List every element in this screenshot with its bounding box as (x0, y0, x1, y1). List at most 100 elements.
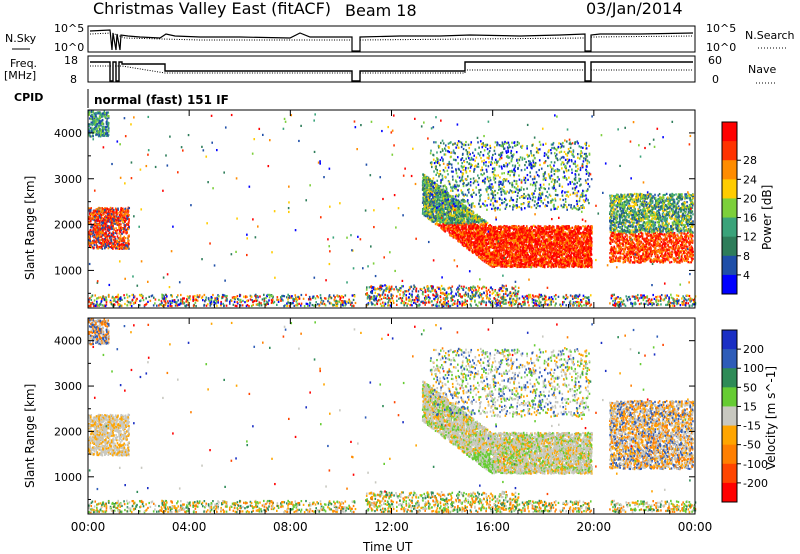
echo-cell (531, 250, 533, 252)
echo-cell (482, 233, 484, 235)
echo-cell (492, 246, 494, 248)
echo-cell (559, 256, 561, 258)
echo-cell (424, 187, 426, 189)
echo-cell (557, 235, 559, 237)
echo-cell (555, 259, 557, 261)
echo-cell (587, 242, 589, 244)
echo-cell (425, 193, 427, 195)
echo-cell (443, 217, 445, 219)
echo-cell (519, 231, 521, 233)
echo-cell (568, 229, 570, 231)
echo-cell (585, 236, 587, 238)
echo-cell (523, 236, 525, 238)
echo-cell (458, 222, 460, 224)
echo-cell (533, 259, 535, 261)
echo-cell (490, 229, 492, 231)
echo-cell (462, 243, 464, 245)
echo-cell (549, 245, 551, 247)
echo-cell (570, 228, 572, 230)
echo-cell (458, 208, 460, 210)
echo-cell (579, 253, 581, 255)
echo-cell (454, 232, 456, 234)
echo-cell (423, 174, 425, 176)
echo-cell (425, 177, 427, 179)
echo-cell (582, 250, 584, 252)
echo-cell (588, 233, 590, 235)
echo-cell (481, 223, 483, 225)
echo-cell (571, 265, 573, 267)
echo-cell (500, 239, 502, 241)
echo-cell (549, 261, 551, 263)
echo-cell (569, 251, 571, 253)
echo-cell (561, 266, 563, 268)
cpid-label: CPID (14, 91, 43, 104)
echo-cell (546, 261, 548, 263)
echo-cell (474, 234, 476, 236)
echo-cell (466, 231, 468, 233)
echo-cell (537, 263, 539, 265)
echo-cell (574, 253, 576, 255)
echo-cell (568, 240, 570, 242)
echo-cell (563, 253, 565, 255)
echo-cell (473, 241, 475, 243)
echo-cell (495, 246, 497, 248)
echo-cell (561, 246, 563, 248)
cpid-mode: normal (fast) 151 IF (94, 93, 229, 107)
echo-cell (444, 230, 446, 232)
echo-cell (569, 237, 571, 239)
echo-cell (509, 262, 511, 264)
echo-cell (536, 229, 538, 231)
echo-cell (439, 196, 441, 198)
echo-cell (477, 246, 479, 248)
echo-cell (470, 225, 472, 227)
echo-cell (542, 242, 544, 244)
echo-cell (540, 233, 542, 235)
echo-cell (582, 231, 584, 233)
echo-cell (588, 240, 590, 242)
echo-cell (472, 217, 474, 219)
echo-cell (511, 227, 513, 229)
echo-cell (506, 237, 508, 239)
echo-cell (454, 219, 456, 221)
echo-cell (504, 263, 506, 265)
echo-cell (583, 236, 585, 238)
echo-cell (486, 253, 488, 255)
echo-cell (482, 250, 484, 252)
echo-cell (565, 253, 567, 255)
echo-cell (573, 255, 575, 257)
echo-cell (580, 256, 582, 258)
echo-cell (474, 231, 476, 233)
echo-cell (512, 248, 514, 250)
echo-cell (425, 180, 427, 182)
echo-cell (535, 253, 537, 255)
echo-cell (463, 244, 465, 246)
echo-cell (549, 265, 551, 267)
echo-cell (543, 240, 545, 242)
echo-cell (548, 228, 550, 230)
echo-cell (536, 227, 538, 229)
echo-cell (487, 250, 489, 252)
echo-cell (549, 235, 551, 237)
echo-cell (561, 254, 563, 256)
echo-cell (578, 256, 580, 258)
echo-cell (431, 205, 433, 207)
echo-cell (512, 235, 514, 237)
echo-cell (556, 244, 558, 246)
echo-cell (560, 258, 562, 260)
echo-cell (496, 257, 498, 259)
echo-cell (556, 233, 558, 235)
echo-cell (470, 219, 472, 221)
echo-cell (565, 255, 567, 257)
echo-cell (510, 242, 512, 244)
echo-cell (501, 235, 503, 237)
echo-cell (500, 254, 502, 256)
echo-cell (547, 242, 549, 244)
echo-cell (531, 238, 533, 240)
echo-cell (504, 259, 506, 261)
echo-cell (536, 264, 538, 266)
nsearch-tick-bottom: 10^0 (706, 41, 736, 54)
echo-cell (501, 260, 503, 262)
echo-cell (443, 188, 445, 190)
echo-cell (514, 237, 516, 239)
echo-cell (450, 210, 452, 212)
